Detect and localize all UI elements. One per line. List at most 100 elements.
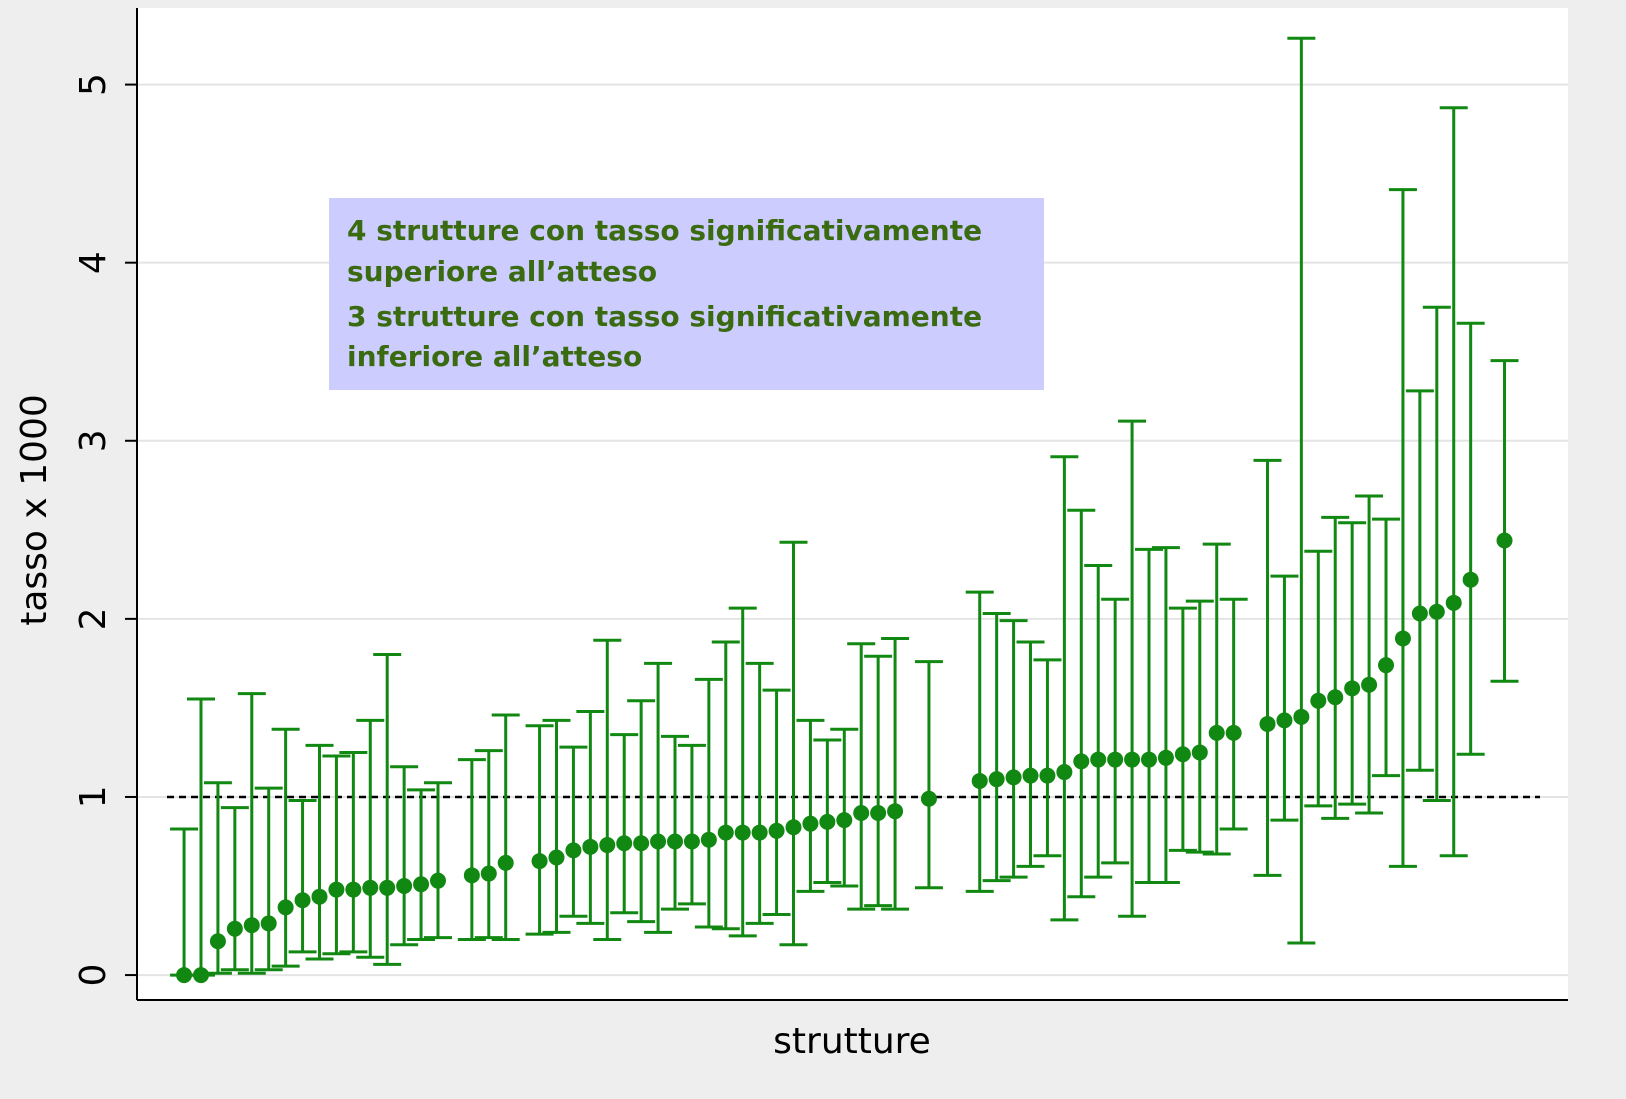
error-bar bbox=[982, 612, 1011, 883]
error-bar bbox=[881, 636, 910, 911]
error-bar bbox=[1321, 515, 1350, 820]
error-bar bbox=[661, 734, 690, 911]
error-bar bbox=[305, 743, 334, 961]
error-bar bbox=[1253, 458, 1282, 877]
point bbox=[920, 790, 937, 807]
point bbox=[209, 933, 226, 950]
point bbox=[463, 867, 480, 884]
error-bar bbox=[288, 799, 317, 954]
point bbox=[734, 824, 751, 841]
error-bar bbox=[1118, 419, 1147, 918]
error-bar bbox=[1050, 455, 1079, 922]
point bbox=[548, 849, 565, 866]
point bbox=[1394, 630, 1411, 647]
error-bar bbox=[474, 749, 503, 940]
point bbox=[565, 842, 582, 859]
error-bar bbox=[407, 788, 436, 941]
error-bar bbox=[1202, 542, 1231, 856]
point bbox=[1293, 708, 1310, 725]
point bbox=[700, 831, 717, 848]
point bbox=[836, 812, 853, 829]
error-bar bbox=[830, 727, 859, 888]
error-bar bbox=[525, 724, 554, 936]
error-bar bbox=[373, 652, 402, 966]
error-bar bbox=[1219, 597, 1248, 831]
point bbox=[1157, 749, 1174, 766]
point bbox=[1462, 571, 1479, 588]
error-bar bbox=[1101, 597, 1130, 865]
error-bar bbox=[694, 677, 723, 929]
y-tick-label: 5 bbox=[73, 73, 114, 96]
annotation-line: superiore all’atteso bbox=[347, 255, 657, 288]
point bbox=[1361, 676, 1378, 693]
point bbox=[717, 824, 734, 841]
point bbox=[1039, 767, 1056, 784]
point bbox=[819, 813, 836, 830]
point bbox=[1428, 603, 1445, 620]
error-bar bbox=[576, 709, 605, 925]
point bbox=[887, 803, 904, 820]
point bbox=[1445, 594, 1462, 611]
point bbox=[683, 833, 700, 850]
point bbox=[802, 815, 819, 832]
error-bar bbox=[745, 661, 774, 925]
error-bar bbox=[1304, 549, 1333, 808]
point bbox=[277, 899, 294, 916]
error-bar bbox=[1490, 359, 1519, 683]
y-tick-label: 3 bbox=[73, 429, 114, 452]
error-bar bbox=[1456, 321, 1485, 756]
point bbox=[294, 892, 311, 909]
point bbox=[650, 833, 667, 850]
point bbox=[226, 920, 243, 937]
point bbox=[531, 853, 548, 870]
error-bar bbox=[423, 781, 452, 940]
point bbox=[1411, 605, 1428, 622]
error-bar bbox=[813, 738, 842, 884]
y-tick-label: 4 bbox=[73, 251, 114, 274]
annotation-box bbox=[329, 198, 1044, 390]
error-bar bbox=[864, 654, 893, 908]
error-bar bbox=[1439, 106, 1468, 858]
error-bar bbox=[1338, 521, 1367, 806]
point bbox=[1022, 767, 1039, 784]
point bbox=[988, 771, 1005, 788]
point bbox=[1090, 751, 1107, 768]
point bbox=[497, 854, 514, 871]
error-bar bbox=[322, 754, 351, 956]
point bbox=[379, 879, 396, 896]
error-bar bbox=[644, 661, 673, 934]
error-bar bbox=[1355, 494, 1384, 815]
error-bar bbox=[999, 619, 1028, 879]
point bbox=[667, 833, 684, 850]
point bbox=[311, 888, 328, 905]
point bbox=[1073, 753, 1090, 770]
point bbox=[176, 967, 193, 984]
point bbox=[599, 837, 616, 854]
point bbox=[785, 819, 802, 836]
error-bar bbox=[762, 688, 791, 917]
error-bar bbox=[390, 765, 419, 947]
point bbox=[480, 865, 497, 882]
error-bar bbox=[559, 745, 588, 918]
point bbox=[429, 872, 446, 889]
point bbox=[192, 967, 209, 984]
point bbox=[1191, 744, 1208, 761]
error-bar bbox=[677, 743, 706, 906]
point bbox=[345, 881, 362, 898]
annotation-line: inferiore all’atteso bbox=[347, 340, 642, 373]
point bbox=[1107, 751, 1124, 768]
error-bar bbox=[965, 590, 994, 893]
point bbox=[362, 879, 379, 896]
error-bar bbox=[779, 540, 808, 947]
annotation-line: 3 strutture con tasso significativamente bbox=[347, 300, 982, 333]
point bbox=[1344, 680, 1361, 697]
point bbox=[1310, 692, 1327, 709]
error-bar bbox=[1016, 640, 1045, 868]
error-bar bbox=[457, 758, 486, 941]
error-bar bbox=[711, 640, 740, 931]
point bbox=[1259, 715, 1276, 732]
error-bar bbox=[1372, 517, 1401, 778]
point bbox=[1225, 724, 1242, 741]
